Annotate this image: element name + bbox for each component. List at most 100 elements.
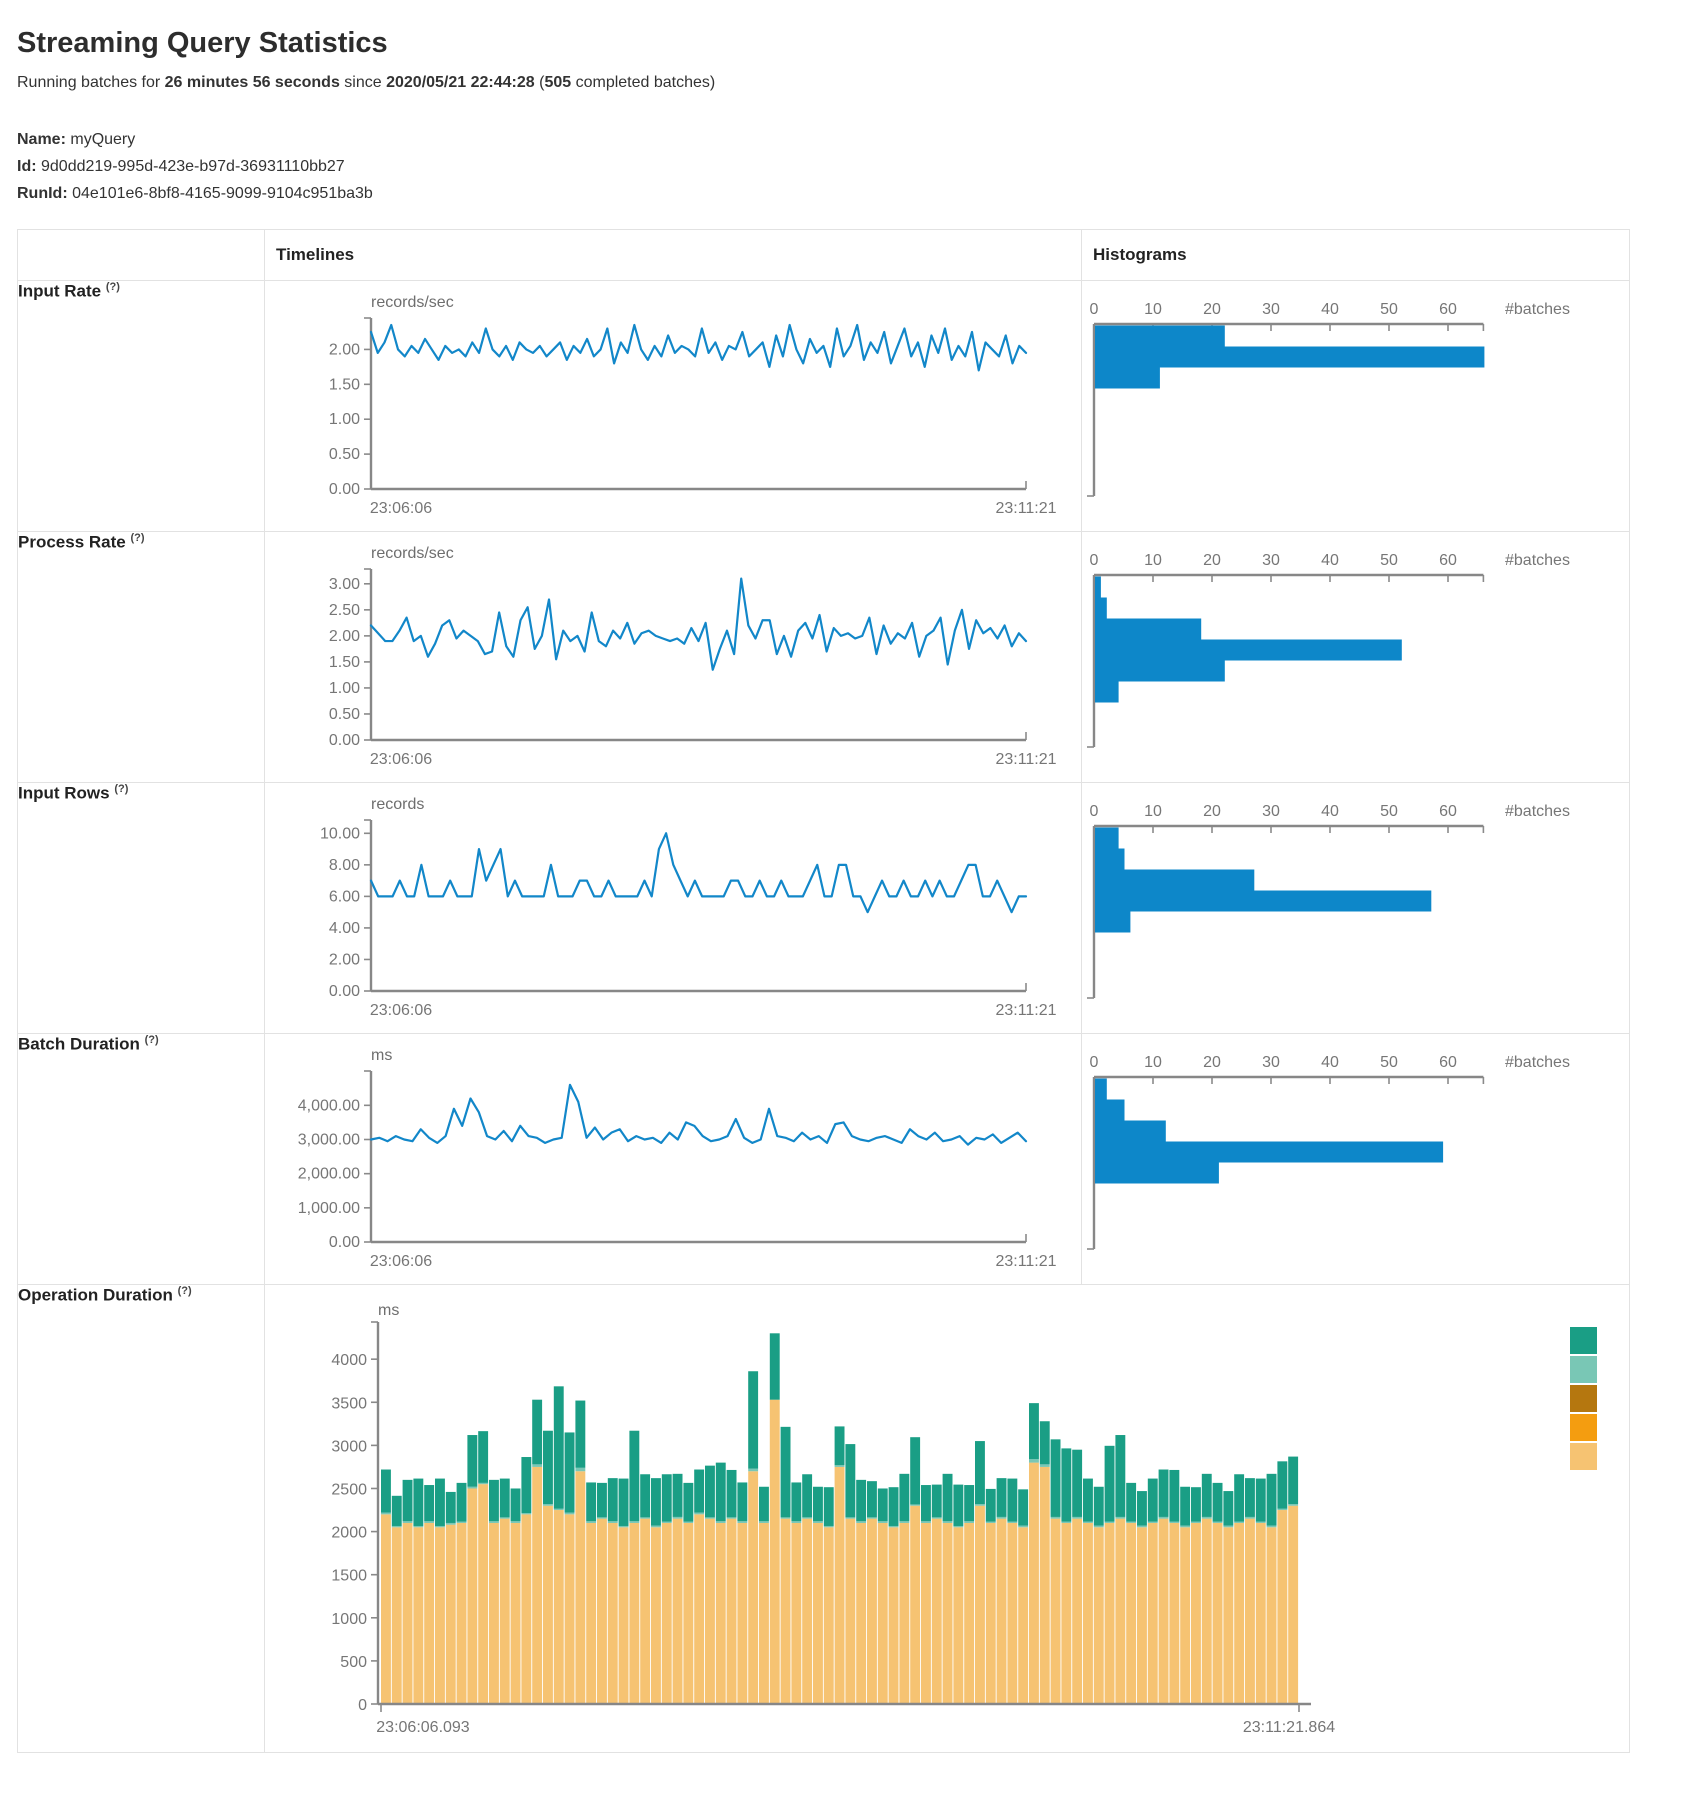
running-start-time: 2020/05/21 22:44:28	[386, 74, 535, 91]
svg-text:40: 40	[1321, 803, 1339, 820]
legend-swatch	[1570, 1385, 1597, 1412]
running-duration: 26 minutes 56 seconds	[164, 74, 340, 91]
operation-duration-row: Operation Duration (?) ms 0 500 1000 1500 200…	[17, 1284, 1630, 1753]
svg-text:#batches: #batches	[1505, 803, 1570, 820]
svg-text:40: 40	[1321, 552, 1339, 569]
legend-swatch	[1570, 1443, 1597, 1470]
input-rows-histogram-chart: 0 10 20 30 40 50 60 #batches	[1082, 783, 1629, 1033]
query-name-label: Name:	[17, 131, 66, 148]
operation-duration-stacked: ms 0 500 1000 1500 2000 2500 3000 3500 4000 23:06:…	[331, 1302, 1335, 1736]
query-name-line: Name: myQuery	[17, 126, 1673, 153]
svg-text:2.00: 2.00	[329, 628, 360, 645]
svg-text:0.00: 0.00	[329, 481, 360, 498]
svg-text:23:06:06: 23:06:06	[370, 751, 432, 768]
svg-text:10.00: 10.00	[320, 825, 360, 842]
row-label: Input Rows	[18, 783, 110, 803]
input-rows-help-icon[interactable]: (?)	[114, 783, 129, 795]
query-runid-line: RunId: 04e101e6-8bf8-4165-9099-9104c951b…	[17, 180, 1673, 207]
svg-text:0.50: 0.50	[329, 706, 360, 723]
svg-text:0.00: 0.00	[329, 1234, 360, 1251]
svg-text:records/sec: records/sec	[371, 545, 454, 562]
svg-text:1,000.00: 1,000.00	[298, 1200, 360, 1217]
svg-text:50: 50	[1380, 1054, 1398, 1071]
input-rate-help-icon[interactable]: (?)	[105, 281, 120, 293]
svg-text:30: 30	[1262, 552, 1280, 569]
legend-swatch	[1570, 1327, 1597, 1354]
svg-text:50: 50	[1380, 803, 1398, 820]
svg-text:30: 30	[1262, 803, 1280, 820]
histograms-header: Histograms	[1081, 229, 1630, 281]
svg-text:3500: 3500	[331, 1395, 367, 1412]
operation-duration-help-icon[interactable]: (?)	[177, 1285, 192, 1297]
input-rows-histogram: 0 10 20 30 40 50 60 #batches	[1087, 803, 1570, 999]
svg-text:23:11:21: 23:11:21	[995, 751, 1056, 768]
batch-duration-histogram-chart: 0 10 20 30 40 50 60 #batches	[1082, 1034, 1629, 1284]
svg-text:4,000.00: 4,000.00	[298, 1097, 360, 1114]
running-prefix: Running batches for	[17, 74, 165, 91]
input-rate-histogram: 0 10 20 30 40 50 60 #batches	[1087, 301, 1570, 497]
svg-text:2.00: 2.00	[329, 951, 360, 968]
svg-text:#batches: #batches	[1505, 1054, 1570, 1071]
row-label: Batch Duration	[18, 1034, 140, 1054]
running-summary: Running batches for 26 minutes 56 second…	[17, 74, 1673, 92]
svg-text:500: 500	[340, 1654, 367, 1671]
svg-text:23:06:06: 23:06:06	[370, 1253, 432, 1270]
row-label: Process Rate	[18, 532, 126, 552]
process-rate-timeline-chart: records/sec 0.00 0.50 1.00 1.50 2.00 2.50 3.00 2…	[265, 532, 1081, 782]
running-mid: since	[339, 74, 387, 91]
input-rows-timeline-chart: records 0.00 2.00 4.00 6.00 8.00 10.00 23:06:06…	[265, 783, 1081, 1033]
svg-text:23:06:06: 23:06:06	[370, 500, 432, 517]
svg-text:ms: ms	[371, 1047, 392, 1064]
legend-swatch	[1570, 1356, 1597, 1383]
input-rate-histogram-chart: 0 10 20 30 40 50 60 #batches	[1082, 281, 1629, 531]
svg-text:23:11:21: 23:11:21	[995, 1002, 1056, 1019]
svg-text:0.00: 0.00	[329, 732, 360, 749]
svg-text:2,000.00: 2,000.00	[298, 1166, 360, 1183]
svg-text:30: 30	[1262, 301, 1280, 318]
svg-text:10: 10	[1144, 301, 1162, 318]
svg-text:40: 40	[1321, 301, 1339, 318]
running-paren: (	[534, 74, 545, 91]
timelines-header: Timelines	[264, 229, 1082, 281]
query-runid-value: 04e101e6-8bf8-4165-9099-9104c951ba3b	[72, 185, 373, 202]
svg-text:2.50: 2.50	[329, 602, 360, 619]
svg-text:4000: 4000	[331, 1352, 367, 1369]
batch-duration-timeline: ms 0.00 1,000.00 2,000.00 3,000.00 4,000.00 23…	[298, 1047, 1057, 1270]
svg-text:20: 20	[1203, 803, 1221, 820]
svg-text:2.00: 2.00	[329, 341, 360, 358]
process-rate-histogram: 0 10 20 30 40 50 60 #batches	[1087, 552, 1570, 748]
svg-text:0.50: 0.50	[329, 446, 360, 463]
process-rate-histogram-chart: 0 10 20 30 40 50 60 #batches	[1082, 532, 1629, 782]
svg-text:1000: 1000	[331, 1611, 367, 1628]
svg-text:20: 20	[1203, 552, 1221, 569]
svg-text:#batches: #batches	[1505, 552, 1570, 569]
input-rows-label: Input Rows (?)	[17, 782, 265, 1034]
query-meta: Name: myQuery Id: 9d0dd219-995d-423e-b97…	[17, 126, 1673, 207]
svg-text:0: 0	[358, 1697, 367, 1714]
svg-text:1.00: 1.00	[329, 680, 360, 697]
row-label: Operation Duration	[18, 1285, 173, 1305]
svg-text:50: 50	[1380, 552, 1398, 569]
svg-text:10: 10	[1144, 1054, 1162, 1071]
input-rate-label: Input Rate (?)	[17, 280, 265, 532]
svg-text:0: 0	[1090, 1054, 1099, 1071]
query-id-value: 9d0dd219-995d-423e-b97d-36931110bb27	[41, 158, 345, 175]
svg-text:ms: ms	[378, 1302, 399, 1319]
svg-text:4.00: 4.00	[329, 920, 360, 937]
input-rate-row: Input Rate (?) records/sec 0.00 0.50 1.00 1.…	[17, 280, 1630, 532]
batch-duration-help-icon[interactable]: (?)	[144, 1034, 159, 1046]
process-rate-help-icon[interactable]: (?)	[130, 532, 145, 544]
svg-text:records/sec: records/sec	[371, 294, 454, 311]
input-rows-row: Input Rows (?) records 0.00 2.00 4.00 6.00 8.…	[17, 782, 1630, 1034]
svg-text:10: 10	[1144, 552, 1162, 569]
svg-text:3,000.00: 3,000.00	[298, 1132, 360, 1149]
svg-text:records: records	[371, 796, 424, 813]
process-rate-label: Process Rate (?)	[17, 531, 265, 783]
batch-duration-row: Batch Duration (?) ms 0.00 1,000.00 2,000.0…	[17, 1033, 1630, 1285]
svg-text:3.00: 3.00	[329, 576, 360, 593]
svg-text:23:06:06.093: 23:06:06.093	[376, 1719, 470, 1736]
svg-text:60: 60	[1439, 552, 1457, 569]
completed-batches-count: 505	[544, 74, 572, 91]
svg-text:20: 20	[1203, 1054, 1221, 1071]
svg-text:2000: 2000	[331, 1525, 367, 1542]
